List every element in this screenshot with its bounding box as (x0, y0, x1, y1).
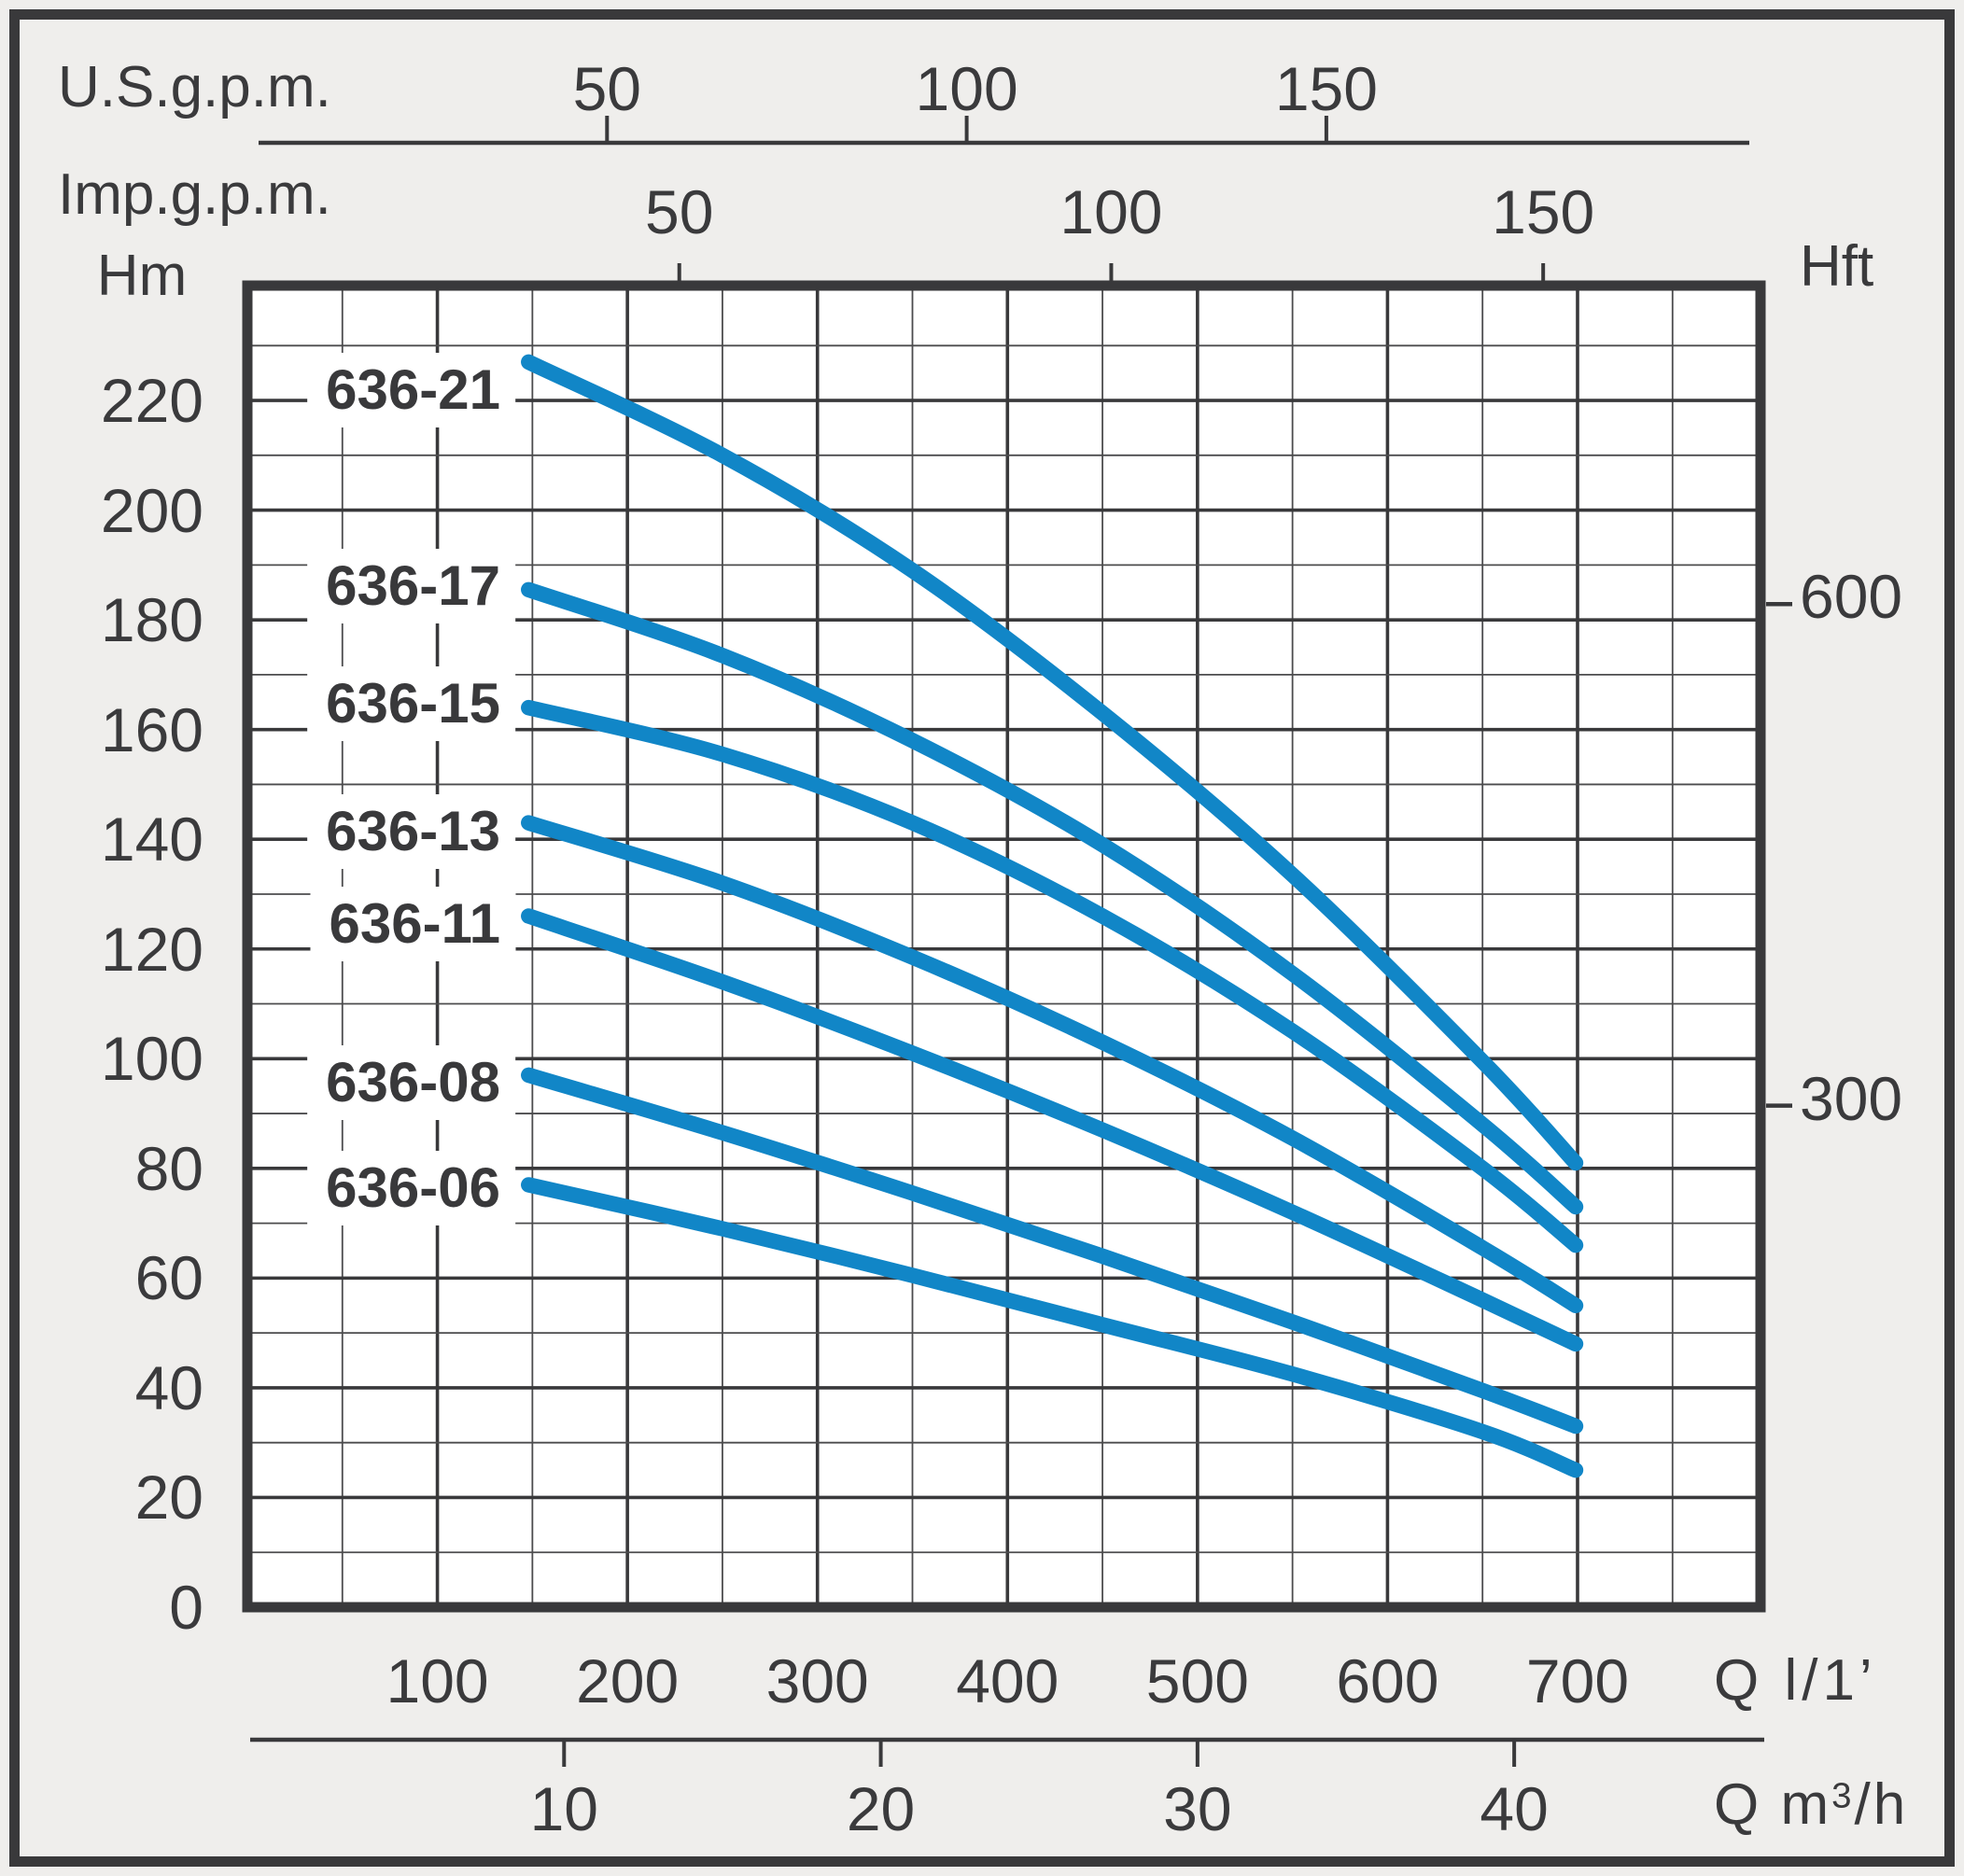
series-label-636-11: 636-11 (310, 887, 515, 962)
q-lmin-tick-label-600: 600 (1336, 1646, 1439, 1715)
series-label-636-06: 636-06 (307, 1151, 515, 1226)
q-m3h-tick-label-10: 10 (529, 1774, 598, 1843)
hm-tick-label-60: 60 (134, 1243, 203, 1313)
hm-tick-label-160: 160 (100, 694, 203, 764)
hm-tick-label-40: 40 (134, 1352, 203, 1422)
imp-gpm-tick-label-100: 100 (1059, 177, 1163, 246)
curve-636-21 (521, 354, 1584, 1171)
q-m3h-tick-label-20: 20 (846, 1774, 916, 1843)
series-label-636-17: 636-17 (307, 548, 515, 623)
q-m3h-tick-label-30: 30 (1163, 1774, 1232, 1843)
head-meters-axis-title: Hm (96, 244, 188, 308)
imp-gpm-axis-title: Imp.g.p.m. (58, 162, 331, 227)
q-lmin-tick-label-200: 200 (576, 1646, 680, 1715)
curve-636-13 (521, 815, 1584, 1314)
q-lmin-tick-label-400: 400 (956, 1646, 1059, 1715)
flow-m3h-title-prefix: Q m (1714, 1772, 1832, 1837)
curve-636-15 (521, 699, 1584, 1253)
hm-tick-label-220: 220 (100, 366, 203, 436)
us-gpm-tick-label-150: 150 (1274, 54, 1378, 123)
hm-tick-label-80: 80 (134, 1133, 203, 1203)
series-label-636-15: 636-15 (307, 666, 515, 742)
flow-m3h-axis-title: Q m3/h (1714, 1776, 1908, 1834)
hm-tick-label-0: 0 (169, 1573, 203, 1642)
q-lmin-tick-label-100: 100 (386, 1646, 489, 1715)
flow-m3h-title-superscript: 3 (1831, 1775, 1855, 1816)
curve-636-08 (521, 1067, 1584, 1435)
curve-636-06 (521, 1177, 1584, 1478)
flow-m3h-title-suffix: /h (1854, 1772, 1909, 1837)
hm-tick-label-120: 120 (100, 914, 203, 984)
plot-frame (242, 280, 1766, 1613)
flow-lmin-axis-title: Q l/1’ (1714, 1648, 1877, 1713)
q-lmin-tick-label-300: 300 (765, 1646, 869, 1715)
hft-tick-label-300: 300 (1800, 1063, 1903, 1133)
us-gpm-tick-label-50: 50 (572, 54, 642, 123)
hm-tick-label-180: 180 (100, 585, 203, 655)
imp-gpm-tick-label-50: 50 (645, 177, 714, 246)
curve-636-17 (521, 581, 1584, 1215)
hft-tick-label-600: 600 (1800, 562, 1903, 632)
hm-tick-label-100: 100 (100, 1024, 203, 1094)
imp-gpm-tick-label-150: 150 (1492, 177, 1595, 246)
hm-tick-label-200: 200 (100, 475, 203, 545)
head-feet-axis-title: Hft (1800, 234, 1874, 299)
series-label-636-08: 636-08 (307, 1044, 515, 1120)
us-gpm-tick-label-100: 100 (915, 54, 1018, 123)
q-m3h-tick-label-40: 40 (1480, 1774, 1549, 1843)
hm-tick-label-140: 140 (100, 805, 203, 875)
series-label-636-13: 636-13 (307, 793, 515, 869)
q-lmin-tick-label-700: 700 (1525, 1646, 1630, 1715)
series-label-636-21: 636-21 (307, 352, 515, 427)
hm-tick-label-20: 20 (134, 1463, 203, 1533)
us-gpm-axis-title: U.S.g.p.m. (58, 55, 331, 119)
q-lmin-tick-label-500: 500 (1145, 1646, 1249, 1715)
curve-636-11 (521, 908, 1584, 1352)
